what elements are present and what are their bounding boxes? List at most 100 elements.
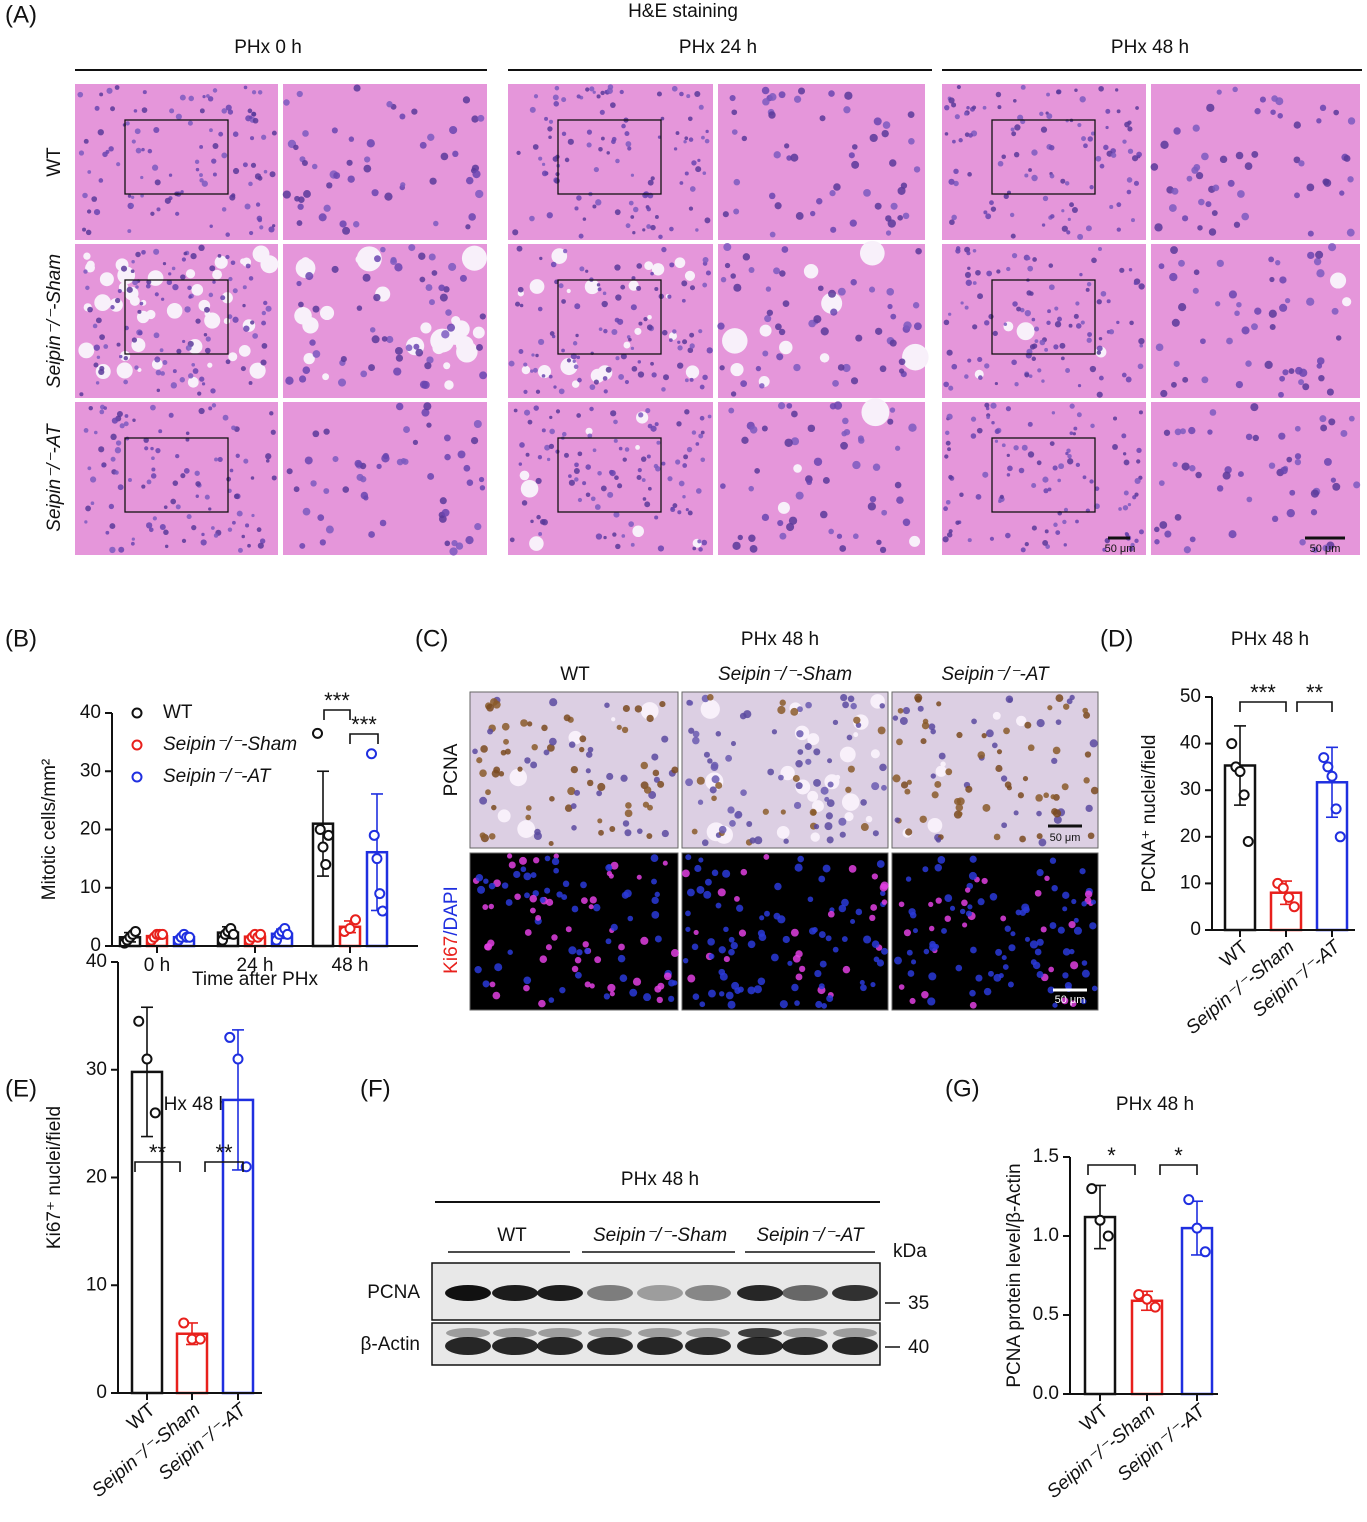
nucleus (151, 456, 155, 461)
nucleus (1108, 329, 1115, 335)
nucleus (1050, 214, 1055, 219)
nucleus (150, 404, 156, 411)
nucleus (574, 206, 579, 211)
micrograph (469, 852, 679, 1011)
nucleus (570, 765, 579, 774)
nucleus (977, 898, 985, 906)
nucleus (671, 85, 678, 92)
nucleus (647, 423, 653, 429)
nucleus (820, 327, 829, 336)
nucleus (1154, 526, 1160, 533)
nucleus (567, 787, 576, 796)
nucleus (596, 283, 601, 287)
nucleus (1100, 290, 1107, 297)
nucleus (263, 169, 268, 174)
lipid-droplet (116, 362, 133, 379)
nucleus (759, 383, 765, 389)
nucleus (777, 705, 786, 715)
nucleus (661, 387, 666, 392)
nucleus (1099, 163, 1105, 169)
nucleus (912, 928, 918, 934)
nucleus (465, 224, 471, 230)
nucleus (1039, 111, 1044, 116)
nucleus (827, 781, 834, 788)
nucleus (251, 111, 257, 117)
nucleus (162, 360, 168, 365)
nucleus (155, 447, 161, 454)
nucleus (213, 533, 219, 538)
nucleus (619, 974, 628, 982)
micrograph (1151, 402, 1360, 555)
nucleus (1019, 307, 1025, 313)
nucleus (1282, 369, 1289, 376)
nucleus (889, 407, 896, 413)
nucleus (1069, 202, 1074, 208)
nucleus (773, 151, 781, 159)
nucleus (89, 476, 97, 483)
nucleus (1036, 833, 1043, 840)
nucleus (825, 935, 832, 942)
nucleus (850, 377, 859, 385)
nucleus (1063, 543, 1067, 547)
nucleus (466, 479, 474, 486)
nucleus (545, 944, 552, 951)
nucleus (692, 730, 700, 738)
nucleus (1062, 972, 1069, 979)
blot-band (737, 1337, 783, 1355)
nucleus (1251, 150, 1259, 158)
panel-label: (D) (1100, 625, 1133, 652)
nucleus (1189, 536, 1196, 543)
nucleus (1068, 921, 1076, 929)
nucleus (218, 131, 224, 137)
nucleus (141, 249, 146, 255)
nucleus (1049, 922, 1057, 929)
nucleus (777, 519, 784, 527)
nucleus (736, 904, 744, 912)
nucleus (252, 333, 259, 339)
nucleus (1012, 301, 1018, 307)
nucleus (332, 455, 339, 463)
nucleus (182, 339, 186, 344)
nucleus (199, 108, 205, 114)
nucleus (921, 721, 930, 730)
significance-bracket (349, 733, 379, 744)
nucleus (585, 768, 591, 774)
lipid-droplet (1016, 322, 1035, 341)
nucleus (471, 115, 479, 123)
nucleus (954, 797, 962, 806)
nucleus (982, 803, 991, 812)
nucleus (201, 382, 206, 386)
data-point (282, 928, 293, 940)
nucleus (1335, 335, 1342, 341)
nucleus (188, 373, 194, 379)
nucleus (131, 139, 136, 144)
lipid-droplet (529, 536, 544, 551)
nucleus (134, 365, 139, 370)
lipid-droplet (807, 733, 820, 746)
nucleus (1007, 465, 1013, 472)
nucleus (1050, 794, 1056, 800)
nucleus (961, 899, 968, 907)
nucleus (768, 111, 776, 119)
nucleus (533, 94, 539, 99)
nucleus (779, 532, 787, 540)
nucleus (309, 339, 316, 346)
nucleus (462, 96, 471, 104)
data-point (323, 829, 334, 841)
nucleus (243, 85, 248, 90)
nucleus (951, 102, 957, 108)
nucleus (698, 857, 704, 863)
nucleus (689, 343, 695, 349)
nucleus (906, 949, 913, 956)
lipid-droplet (821, 292, 843, 314)
nucleus (508, 861, 516, 869)
nucleus (106, 87, 113, 94)
blot-band (686, 1328, 730, 1338)
lipid-droplet (647, 314, 652, 320)
nucleus (685, 778, 693, 787)
nucleus (1096, 299, 1102, 305)
nucleus (968, 133, 973, 138)
nucleus (257, 542, 264, 549)
nucleus (704, 138, 710, 144)
nucleus (684, 171, 689, 176)
